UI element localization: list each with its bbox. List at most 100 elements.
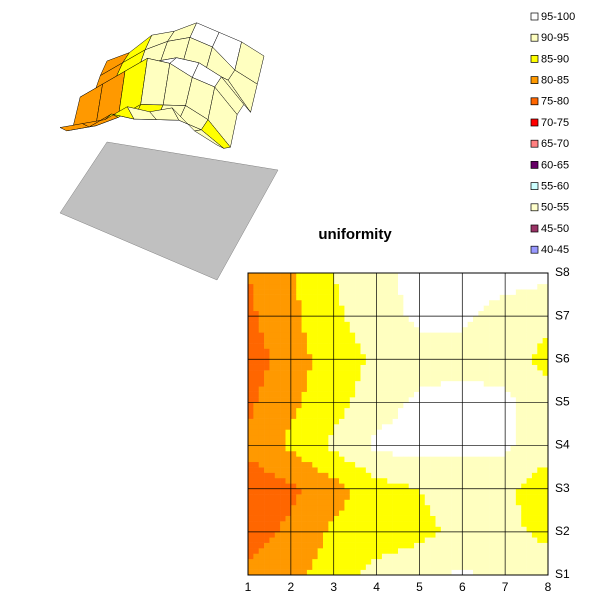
contour-cell: [446, 472, 452, 479]
contour-cell: [510, 456, 517, 463]
contour-cell: [317, 483, 324, 490]
contour-cell: [387, 294, 393, 301]
contour-cell: [440, 445, 447, 452]
contour-cell: [419, 397, 426, 403]
contour-cell: [451, 564, 458, 570]
contour-cell: [430, 418, 436, 425]
contour-cell: [408, 402, 415, 409]
contour-cell: [515, 494, 522, 500]
contour-cell: [387, 440, 393, 446]
contour-cell: [269, 370, 276, 376]
y-tick-label: S3: [555, 481, 570, 495]
contour-cell: [355, 456, 361, 463]
contour-cell: [269, 424, 276, 430]
contour-cell: [430, 283, 436, 290]
contour-cell: [269, 380, 276, 387]
contour-cell: [290, 564, 297, 570]
contour-cell: [333, 526, 340, 533]
contour-cell: [328, 456, 335, 463]
contour-cell: [274, 294, 281, 301]
contour-cell: [446, 299, 452, 306]
contour-cell: [521, 305, 527, 312]
contour-cell: [398, 326, 404, 333]
contour-cell: [446, 353, 452, 360]
contour-cell: [269, 494, 276, 500]
contour-cell: [376, 553, 383, 560]
contour-cell: [365, 380, 372, 387]
contour-cell: [515, 434, 522, 441]
contour-cell: [456, 499, 463, 506]
contour-cell: [424, 310, 431, 317]
contour-cell: [285, 370, 292, 376]
contour-cell: [269, 542, 276, 549]
contour-cell: [301, 537, 308, 543]
contour-cell: [408, 326, 415, 333]
contour-cell: [462, 413, 468, 419]
contour-cell: [360, 337, 367, 344]
contour-cell: [248, 461, 254, 468]
contour-cell: [253, 483, 260, 490]
contour-cell: [494, 424, 501, 430]
contour-cell: [312, 440, 318, 446]
contour-cell: [248, 359, 254, 365]
contour-cell: [258, 353, 265, 360]
contour-cell: [349, 310, 356, 317]
contour-cell: [285, 273, 292, 279]
contour-cell: [542, 526, 549, 533]
contour-cell: [494, 434, 501, 441]
contour-cell: [296, 472, 302, 479]
legend-swatch: [530, 33, 539, 42]
contour-cell: [248, 472, 254, 479]
contour-cell: [333, 483, 340, 490]
contour-cell: [515, 386, 522, 392]
contour-cell: [494, 289, 501, 295]
contour-cell: [355, 467, 361, 473]
contour-cell: [478, 407, 485, 414]
contour-cell: [280, 521, 286, 527]
contour-cell: [392, 456, 399, 463]
contour-cell: [489, 504, 495, 511]
contour-cell: [531, 413, 538, 419]
contour-cell: [371, 461, 377, 468]
contour-cell: [430, 553, 436, 560]
contour-cell: [424, 407, 431, 414]
contour-cell: [505, 386, 511, 392]
contour-cell: [499, 310, 506, 317]
contour-cell: [344, 537, 351, 543]
contour-cell: [301, 526, 308, 533]
contour-cell: [440, 348, 447, 355]
contour-cell: [398, 413, 404, 419]
contour-cell: [430, 348, 436, 355]
contour-cell: [451, 348, 458, 355]
contour-cell: [376, 531, 383, 538]
contour-cell: [478, 413, 485, 419]
contour-cell: [253, 515, 260, 522]
contour-cell: [505, 526, 511, 533]
contour-cell: [505, 353, 511, 360]
contour-cell: [526, 499, 533, 506]
contour-cell: [537, 375, 543, 382]
contour-cell: [339, 483, 345, 490]
contour-cell: [264, 402, 270, 409]
contour-cell: [355, 386, 361, 392]
contour-cell: [467, 488, 474, 495]
contour-cell: [381, 359, 388, 365]
legend-swatch: [530, 203, 539, 212]
contour-cell: [339, 380, 345, 387]
contour-cell: [280, 472, 286, 479]
contour-cell: [365, 424, 372, 430]
contour-cell: [264, 310, 270, 317]
contour-cell: [510, 283, 517, 290]
contour-cell: [328, 364, 335, 371]
contour-cell: [473, 467, 479, 473]
contour-cell: [440, 278, 447, 285]
contour-cell: [489, 499, 495, 506]
contour-cell: [403, 526, 410, 533]
contour-cell: [403, 413, 410, 419]
contour-cell: [306, 424, 313, 430]
contour-cell: [306, 273, 313, 279]
contour-cell: [360, 321, 367, 328]
contour-cell: [376, 386, 383, 392]
contour-cell: [280, 375, 286, 382]
contour-cell: [317, 283, 324, 290]
